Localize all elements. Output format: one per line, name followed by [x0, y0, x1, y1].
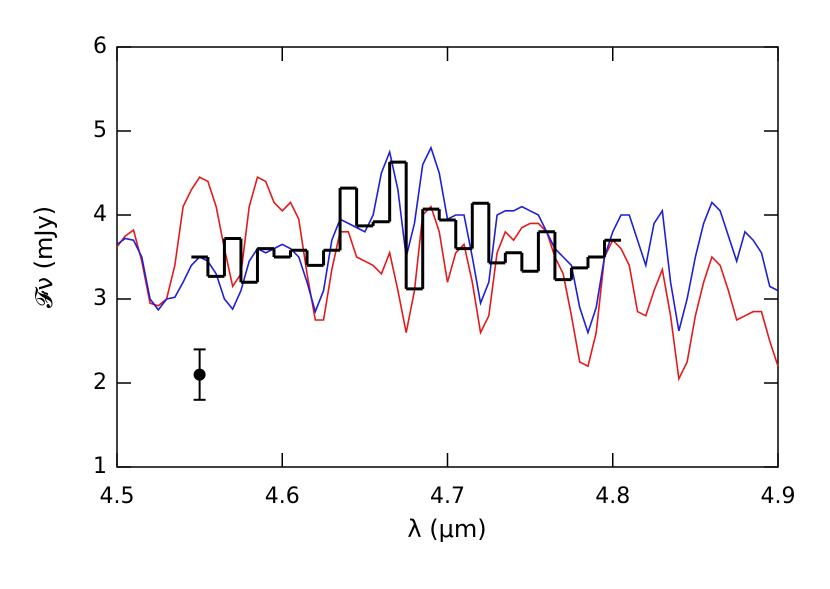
plot-frame	[116, 46, 779, 468]
x-tick-label: 4.6	[265, 484, 300, 509]
x-tick-label: 4.5	[100, 484, 135, 509]
y-axis-title: 𝓕ν (mJy)	[30, 206, 58, 308]
y-tick-label: 3	[93, 286, 107, 311]
error-point	[193, 368, 206, 381]
y-tick-label: 1	[93, 454, 107, 479]
y-tick-label: 2	[93, 370, 107, 395]
spectrum-line	[116, 145, 779, 336]
x-tick-label: 4.7	[430, 484, 465, 509]
x-tick-label: 4.9	[761, 484, 796, 509]
x-tick-label: 4.8	[595, 484, 630, 509]
y-tick-label: 6	[93, 34, 107, 59]
spectrum-line	[116, 176, 779, 382]
x-axis-title: λ (μm)	[407, 515, 486, 543]
y-tick-label: 5	[93, 118, 107, 143]
y-tick-label: 4	[93, 202, 107, 227]
